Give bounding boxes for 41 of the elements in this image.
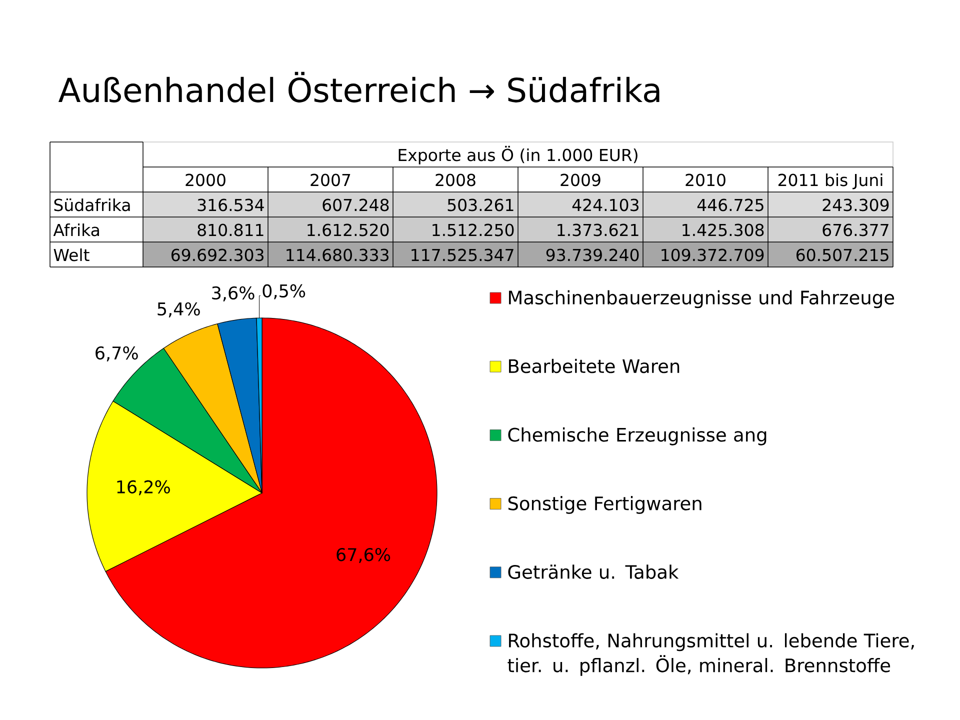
data-label: 16,2% — [117, 480, 170, 496]
x-tick-label: 2009 — [560, 174, 600, 186]
data-label: 243.309 — [822, 198, 889, 212]
data-label: 607.248 — [322, 198, 389, 212]
x-tick-label: 2007 — [310, 174, 350, 186]
x-tick-label: 2000 — [186, 174, 226, 186]
y-tick-label: Welt — [54, 248, 90, 262]
data-label: 5,4% — [158, 302, 200, 318]
legend-label: Rohstoffe, Nahrungsmittel u. lebende Tiere, tier. u. pflanzl. Öle, mineral. Brennstoffe — [508, 633, 914, 676]
data-label: 93.739.240 — [546, 248, 639, 262]
data-label: 109.372.709 — [662, 248, 764, 262]
x-tick-label: 2011 bis Juni — [778, 173, 882, 190]
x-tick-label: 2010 — [686, 174, 726, 186]
y-tick-label: Afrika — [53, 223, 99, 236]
data-label: 676.377 — [822, 224, 888, 236]
y-tick-label: Südafrika — [54, 198, 130, 212]
data-label: 67,6% — [336, 548, 390, 563]
legend-label: Bearbeitete Waren — [509, 358, 680, 374]
x-tick-label: 2008 — [436, 174, 476, 186]
data-label: 1.612.520 — [308, 224, 389, 236]
legend-label: Chemische Erzeugnisse ang — [508, 427, 766, 446]
data-label: 114.680.333 — [286, 248, 388, 262]
chart-title: Außenhandel Österreich → Südafrika — [58, 72, 660, 102]
chart-subtitle: Exporte aus Ö (in 1.000 EUR) — [398, 146, 638, 164]
data-label: 0,5% — [262, 284, 306, 300]
data-label: 424.103 — [572, 198, 638, 212]
legend-label: Getränke u. Tabak — [508, 564, 679, 579]
data-label: 1.373.621 — [558, 224, 638, 236]
legend-label: Maschinenbauerzeugnisse und Fahrzeuge — [509, 290, 894, 308]
data-label: 1.512.250 — [432, 224, 514, 236]
data-label: 69.692.303 — [171, 248, 264, 262]
data-label: 503.261 — [448, 198, 514, 212]
data-label: 117.525.347 — [412, 248, 514, 262]
data-label: 810.811 — [198, 224, 264, 236]
data-label: 316.534 — [198, 198, 264, 212]
legend-label: Sonstige Fertigwaren — [508, 496, 702, 514]
data-label: 446.725 — [697, 198, 764, 212]
data-label: 6,7% — [96, 346, 138, 362]
data-label: 60.507.215 — [796, 248, 888, 262]
data-label: 3,6% — [212, 286, 254, 302]
data-label: 1.425.308 — [682, 224, 764, 236]
